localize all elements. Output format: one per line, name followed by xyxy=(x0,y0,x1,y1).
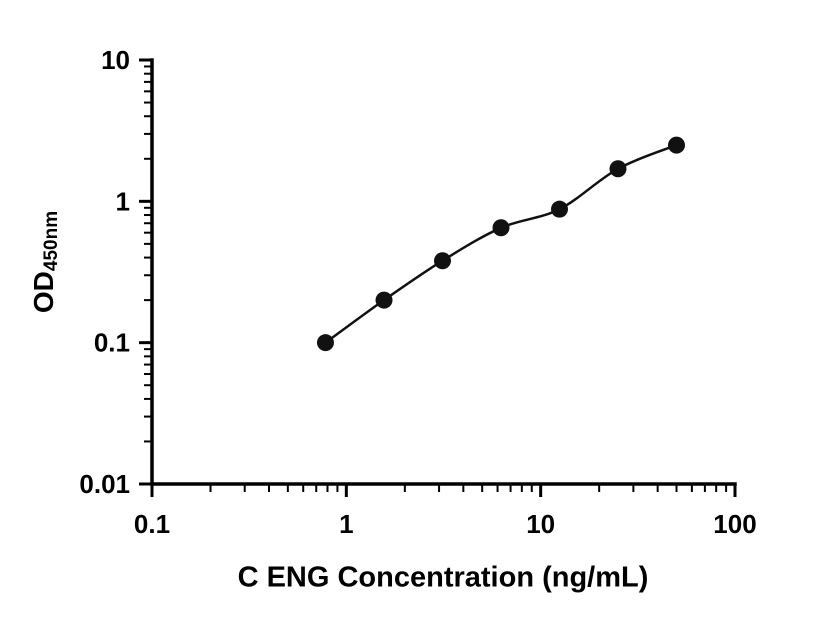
y-axis-label-subscript: 450nm xyxy=(41,210,62,272)
y-tick-label: 0.1 xyxy=(94,328,130,358)
x-tick-label: 1 xyxy=(339,509,353,539)
x-tick-label: 10 xyxy=(526,509,555,539)
y-axis-label-main: OD xyxy=(28,271,59,314)
x-tick-label: 100 xyxy=(713,509,756,539)
data-point xyxy=(667,136,685,154)
x-tick-label: 0.1 xyxy=(134,509,170,539)
y-tick-label: 1 xyxy=(116,186,130,216)
y-tick-label: 10 xyxy=(101,45,130,75)
y-axis-label: OD450nm xyxy=(28,210,62,314)
data-point xyxy=(550,200,568,218)
data-point xyxy=(375,291,393,309)
y-tick-label: 0.01 xyxy=(79,469,130,499)
x-axis-label: C ENG Concentration (ng/mL) xyxy=(237,561,649,594)
data-point xyxy=(492,219,510,237)
data-point xyxy=(609,160,627,178)
data-point xyxy=(433,252,451,270)
data-point xyxy=(316,334,334,352)
